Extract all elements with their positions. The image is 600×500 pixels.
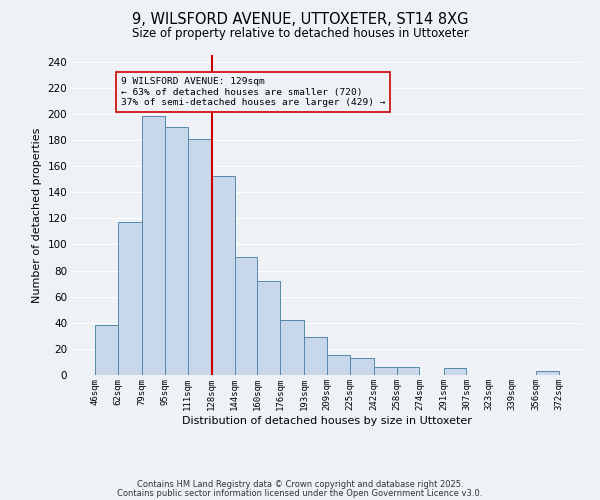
Y-axis label: Number of detached properties: Number of detached properties: [32, 128, 42, 302]
Text: 9, WILSFORD AVENUE, UTTOXETER, ST14 8XG: 9, WILSFORD AVENUE, UTTOXETER, ST14 8XG: [132, 12, 468, 28]
Bar: [443, 368, 466, 375]
Bar: [142, 116, 165, 375]
Bar: [280, 320, 304, 375]
Bar: [95, 326, 118, 375]
Bar: [235, 258, 257, 375]
Bar: [374, 367, 397, 375]
Bar: [188, 138, 212, 375]
Text: 9 WILSFORD AVENUE: 129sqm
← 63% of detached houses are smaller (720)
37% of semi: 9 WILSFORD AVENUE: 129sqm ← 63% of detac…: [121, 77, 385, 107]
Bar: [350, 358, 374, 375]
Bar: [397, 367, 419, 375]
Text: Size of property relative to detached houses in Uttoxeter: Size of property relative to detached ho…: [131, 28, 469, 40]
Text: Contains HM Land Registry data © Crown copyright and database right 2025.: Contains HM Land Registry data © Crown c…: [137, 480, 463, 489]
X-axis label: Distribution of detached houses by size in Uttoxeter: Distribution of detached houses by size …: [182, 416, 472, 426]
Bar: [257, 281, 280, 375]
Bar: [165, 127, 188, 375]
Bar: [212, 176, 235, 375]
Text: Contains public sector information licensed under the Open Government Licence v3: Contains public sector information licen…: [118, 488, 482, 498]
Bar: [327, 356, 350, 375]
Bar: [536, 371, 559, 375]
Bar: [118, 222, 142, 375]
Bar: [304, 337, 327, 375]
